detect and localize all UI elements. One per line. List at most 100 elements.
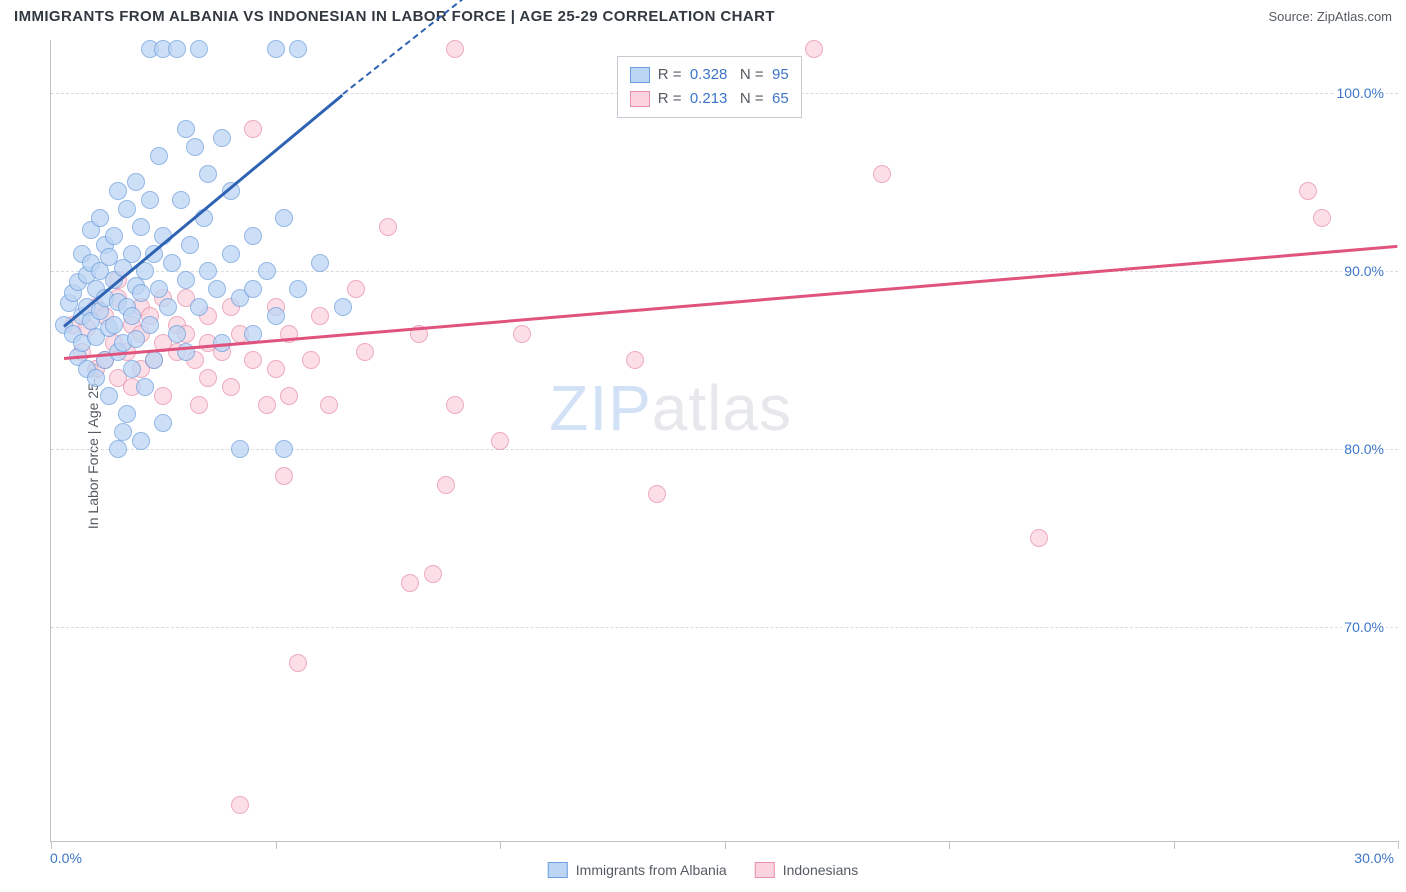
data-point-albania [127, 173, 145, 191]
stats-row-albania: R = 0.328 N = 95 [630, 63, 789, 87]
data-point-albania [141, 191, 159, 209]
data-point-albania [267, 307, 285, 325]
chart-title: IMMIGRANTS FROM ALBANIA VS INDONESIAN IN… [14, 8, 775, 25]
data-point-albania [123, 360, 141, 378]
source-label: Source: ZipAtlas.com [1268, 9, 1392, 24]
data-point-albania [150, 147, 168, 165]
legend-swatch-albania [548, 862, 568, 878]
data-point-albania [87, 369, 105, 387]
data-point-albania [258, 262, 276, 280]
x-axis-max-label: 30.0% [1354, 850, 1394, 866]
data-point-indonesia [222, 378, 240, 396]
data-point-indonesia [356, 343, 374, 361]
data-point-indonesia [311, 307, 329, 325]
data-point-albania [311, 254, 329, 272]
stats-swatch [630, 91, 650, 107]
data-point-albania [213, 129, 231, 147]
data-point-indonesia [347, 280, 365, 298]
plot-region: ZIPatlas 70.0% 80.0% 90.0% 100.0% R = 0.328 … [50, 40, 1398, 842]
data-point-albania [136, 378, 154, 396]
data-point-indonesia [1030, 529, 1048, 547]
data-point-indonesia [805, 40, 823, 58]
data-point-indonesia [258, 396, 276, 414]
stats-text: R = 0.213 N = 65 [658, 87, 789, 111]
x-tick [500, 841, 501, 849]
data-point-albania [91, 209, 109, 227]
data-point-indonesia [1313, 209, 1331, 227]
data-point-albania [159, 298, 177, 316]
data-point-albania [109, 182, 127, 200]
legend-swatch-indonesia [755, 862, 775, 878]
data-point-indonesia [446, 40, 464, 58]
data-point-albania [163, 254, 181, 272]
data-point-indonesia [873, 165, 891, 183]
legend-item-albania: Immigrants from Albania [548, 862, 727, 878]
gridline [51, 449, 1398, 450]
data-point-albania [275, 440, 293, 458]
data-point-albania [199, 262, 217, 280]
data-point-albania [199, 165, 217, 183]
data-point-indonesia [1299, 182, 1317, 200]
data-point-albania [231, 440, 249, 458]
data-point-albania [190, 298, 208, 316]
data-point-albania [127, 330, 145, 348]
data-point-albania [244, 280, 262, 298]
legend-item-indonesia: Indonesians [755, 862, 859, 878]
data-point-albania [177, 120, 195, 138]
data-point-albania [118, 200, 136, 218]
watermark-atlas: atlas [652, 372, 792, 444]
y-tick-label: 70.0% [1342, 619, 1386, 635]
data-point-albania [105, 227, 123, 245]
data-point-indonesia [244, 120, 262, 138]
data-point-indonesia [231, 796, 249, 814]
data-point-albania [109, 440, 127, 458]
data-point-albania [168, 325, 186, 343]
gridline [51, 271, 1398, 272]
data-point-albania [105, 316, 123, 334]
data-point-albania [123, 307, 141, 325]
data-point-indonesia [302, 351, 320, 369]
data-point-indonesia [280, 387, 298, 405]
data-point-indonesia [437, 476, 455, 494]
data-point-indonesia [446, 396, 464, 414]
data-point-albania [190, 40, 208, 58]
data-point-indonesia [379, 218, 397, 236]
legend-label-indonesia: Indonesians [783, 862, 859, 878]
chart-area: ZIPatlas 70.0% 80.0% 90.0% 100.0% R = 0.328 … [50, 40, 1398, 842]
y-tick-label: 90.0% [1342, 263, 1386, 279]
data-point-albania [150, 280, 168, 298]
data-point-indonesia [244, 351, 262, 369]
data-point-albania [208, 280, 226, 298]
data-point-indonesia [190, 396, 208, 414]
data-point-albania [145, 351, 163, 369]
legend-label-albania: Immigrants from Albania [576, 862, 727, 878]
y-tick-label: 80.0% [1342, 441, 1386, 457]
data-point-indonesia [491, 432, 509, 450]
x-axis-min-label: 0.0% [50, 850, 82, 866]
data-point-albania [177, 271, 195, 289]
x-tick [276, 841, 277, 849]
x-tick [1398, 841, 1399, 849]
gridline [51, 627, 1398, 628]
data-point-indonesia [401, 574, 419, 592]
data-point-albania [267, 40, 285, 58]
data-point-albania [289, 40, 307, 58]
data-point-indonesia [289, 654, 307, 672]
data-point-indonesia [513, 325, 531, 343]
y-tick-label: 100.0% [1335, 85, 1386, 101]
data-point-indonesia [424, 565, 442, 583]
x-tick [949, 841, 950, 849]
data-point-indonesia [648, 485, 666, 503]
stats-text: R = 0.328 N = 95 [658, 63, 789, 87]
watermark-zip: ZIP [549, 372, 652, 444]
data-point-albania [172, 191, 190, 209]
data-point-albania [181, 236, 199, 254]
bottom-legend: Immigrants from Albania Indonesians [548, 862, 858, 878]
data-point-albania [141, 316, 159, 334]
data-point-albania [275, 209, 293, 227]
data-point-albania [244, 227, 262, 245]
data-point-indonesia [275, 467, 293, 485]
data-point-albania [222, 245, 240, 263]
data-point-indonesia [267, 360, 285, 378]
x-tick [51, 841, 52, 849]
